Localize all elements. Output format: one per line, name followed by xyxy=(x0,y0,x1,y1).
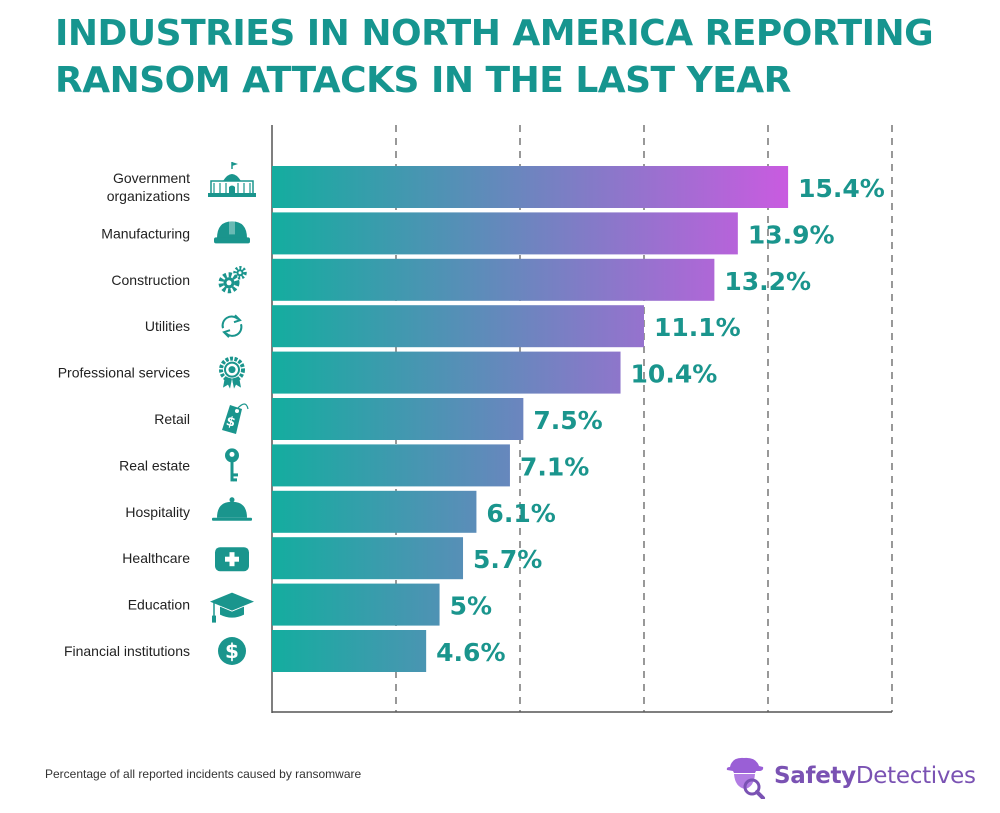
detective-logo-icon xyxy=(726,757,765,799)
gears-icon xyxy=(218,266,247,294)
labels: 15.4% Government organizations 13.9% Manufac… xyxy=(58,170,885,667)
brand-logo: SafetyDetectives xyxy=(722,752,976,800)
brand-name: SafetyDetectives xyxy=(774,763,976,789)
category-label-0: Government organizations xyxy=(107,170,190,204)
value-label-10: 4.6% xyxy=(436,638,505,667)
bar-6 xyxy=(272,444,510,487)
cloche-icon xyxy=(212,497,252,521)
value-label-3: 11.1% xyxy=(654,313,741,342)
category-label-4: Professional services xyxy=(58,365,190,381)
bar-0 xyxy=(272,166,789,208)
category-label-8: Healthcare xyxy=(122,550,190,566)
first-aid-icon xyxy=(215,547,249,572)
brand-name-part1: Safety xyxy=(774,763,856,789)
category-label-1: Manufacturing xyxy=(101,225,190,241)
svg-text:$: $ xyxy=(225,639,239,663)
svg-text:$: $ xyxy=(224,414,237,431)
category-label-7: Hospitality xyxy=(125,504,190,520)
bar-3 xyxy=(272,305,644,348)
key-icon xyxy=(225,448,239,482)
title-line-1: INDUSTRIES IN NORTH AMERICA REPORTING xyxy=(55,13,934,54)
category-label-3: Utilities xyxy=(145,318,190,334)
graduation-cap-icon xyxy=(210,592,254,623)
bars xyxy=(272,166,789,672)
bar-1 xyxy=(272,212,738,255)
category-label-9: Education xyxy=(128,597,190,613)
category-label-6: Real estate xyxy=(119,457,190,473)
refresh-icon xyxy=(221,314,243,338)
title-line-2: RANSOM ATTACKS IN THE LAST YEAR xyxy=(55,60,791,101)
bar-4 xyxy=(272,351,621,394)
award-badge-icon xyxy=(219,356,245,389)
price-tag-icon: $ xyxy=(222,403,249,434)
capitol-building-icon xyxy=(208,162,256,197)
bar-8 xyxy=(272,537,464,580)
value-label-5: 7.5% xyxy=(533,406,602,435)
chart-title: INDUSTRIES IN NORTH AMERICA REPORTING RA… xyxy=(55,10,975,104)
bar-10 xyxy=(272,630,427,672)
brand-name-part2: Detectives xyxy=(855,763,976,789)
value-label-7: 6.1% xyxy=(486,499,555,528)
category-label-10: Financial institutions xyxy=(64,643,190,659)
bar-7 xyxy=(272,490,477,533)
value-label-2: 13.2% xyxy=(724,267,811,296)
category-label-2: Construction xyxy=(111,272,190,288)
footnote: Percentage of all reported incidents cau… xyxy=(45,767,362,781)
bar-9 xyxy=(272,583,440,626)
value-label-8: 5.7% xyxy=(473,545,542,574)
dollar-coin-icon: $ xyxy=(218,637,246,665)
bar-5 xyxy=(272,398,524,440)
bar-2 xyxy=(272,258,715,301)
value-label-6: 7.1% xyxy=(520,452,589,481)
category-icons: $$ xyxy=(208,162,256,665)
value-label-1: 13.9% xyxy=(748,220,835,249)
category-label-5: Retail xyxy=(154,411,190,427)
hard-hat-icon xyxy=(214,220,250,244)
value-label-9: 5% xyxy=(450,592,492,621)
value-label-0: 15.4% xyxy=(798,174,885,203)
value-label-4: 10.4% xyxy=(631,360,718,389)
